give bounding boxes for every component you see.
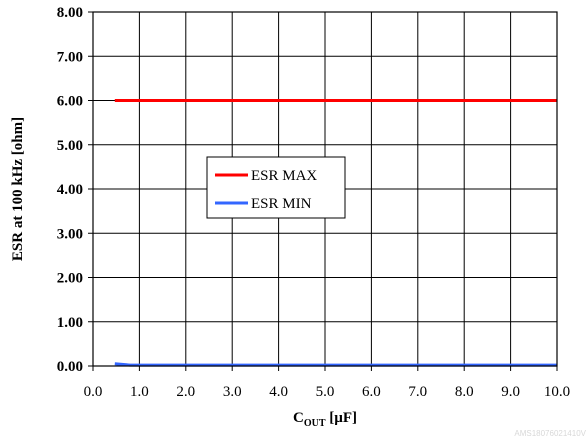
x-tick-label-9: 9.0 [501,384,520,400]
x-axis-title-main: C [293,410,304,426]
legend-box [206,156,346,219]
y-tick-label-8: 8.00 [57,5,83,21]
x-tick-label-8: 8.0 [455,384,474,400]
x-tick-label-3: 3.0 [223,384,242,400]
x-tick-label-2: 2.0 [176,384,195,400]
x-tick-label-0: 0.0 [84,384,103,400]
x-tick-label-1: 1.0 [130,384,149,400]
y-tick-label-3: 3.00 [57,226,83,242]
series-line-esr-min [114,362,557,367]
x-tick-label-6: 6.0 [362,384,381,400]
legend-label-esr-min: ESR MIN [251,196,312,212]
y-tick-label-4: 4.00 [57,182,83,198]
x-axis-title-subscript: OUT [304,418,326,429]
x-axis-ticks: 0.0 1.0 2.0 3.0 4.0 5.0 6.0 7.0 8.0 9.0 10.0 [84,366,570,400]
y-tick-label-2: 2.00 [57,271,83,287]
y-tick-label-7: 7.00 [57,49,83,65]
y-axis-ticks: 0.00 1.00 2.00 3.00 4.00 5.00 6.00 7.00 8.00 [57,5,93,375]
figure-code: AMS18076021410V [514,429,586,438]
x-axis-title: COUT [µF] [293,410,357,429]
legend-label-esr-max: ESR MAX [251,168,317,184]
y-tick-label-1: 1.00 [57,315,83,331]
x-axis-title-unit: [µF] [325,410,357,426]
x-tick-label-4: 4.0 [269,384,288,400]
x-tick-label-10: 10.0 [544,384,570,400]
series-lines [114,99,557,367]
y-tick-label-5: 5.00 [57,138,83,154]
y-tick-label-0: 0.00 [57,359,83,375]
x-tick-label-5: 5.0 [316,384,335,400]
y-axis-title: ESR at 100 kHz [ohm] [10,117,26,261]
legend: ESR MAX ESR MIN [206,156,346,219]
x-tick-label-7: 7.0 [408,384,427,400]
y-tick-label-6: 6.00 [57,94,83,110]
